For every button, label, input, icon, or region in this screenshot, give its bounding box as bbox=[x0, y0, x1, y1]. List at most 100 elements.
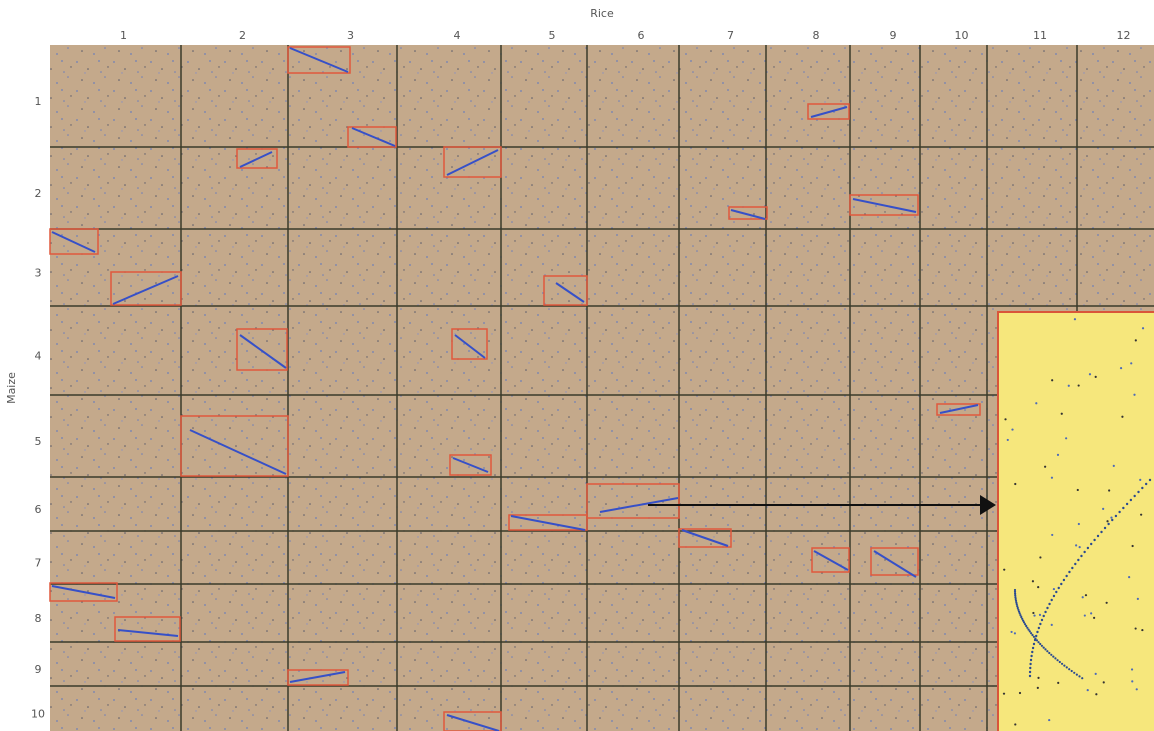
inset-dot bbox=[1068, 668, 1071, 671]
block-box bbox=[236, 148, 278, 169]
column-label: 7 bbox=[727, 29, 734, 42]
inset-dot bbox=[1130, 668, 1134, 671]
row-label: 9 bbox=[35, 663, 42, 676]
inset-dot bbox=[1068, 570, 1071, 574]
inset-dot bbox=[1016, 606, 1019, 610]
inset-dot bbox=[1048, 602, 1051, 606]
inset-dot bbox=[1026, 626, 1029, 629]
block-line bbox=[239, 334, 287, 369]
inset-dot bbox=[1046, 606, 1049, 610]
row-label: 4 bbox=[35, 350, 42, 363]
column-label: 9 bbox=[890, 29, 897, 42]
inset-dot bbox=[1086, 546, 1090, 550]
inset-dot bbox=[1128, 576, 1131, 579]
inset-dot bbox=[1029, 662, 1032, 666]
inset-dot bbox=[1048, 651, 1051, 655]
inset-dot bbox=[1016, 605, 1019, 608]
inset-dot bbox=[1134, 339, 1137, 342]
inset-dot bbox=[1025, 624, 1028, 628]
inset-dot bbox=[1125, 502, 1129, 506]
inset-dot bbox=[1014, 723, 1017, 726]
inset-dot bbox=[1011, 428, 1014, 431]
inset-dot bbox=[1073, 671, 1076, 674]
inset-dot bbox=[1133, 494, 1136, 498]
inset-dot bbox=[1050, 598, 1053, 602]
row-label: 2 bbox=[35, 187, 42, 200]
block-line bbox=[51, 231, 96, 253]
inset-dot bbox=[1014, 482, 1017, 486]
block-line bbox=[289, 671, 346, 683]
inset-dot bbox=[1036, 630, 1039, 634]
inset-dot bbox=[1131, 680, 1134, 683]
inset-dot bbox=[1083, 614, 1086, 617]
inset-dot bbox=[1037, 676, 1040, 679]
inset-dot bbox=[1078, 546, 1081, 549]
inset-dot bbox=[1057, 586, 1060, 590]
column-label: 10 bbox=[955, 29, 969, 42]
inset-dot bbox=[1039, 642, 1042, 646]
inset-dot bbox=[1014, 594, 1017, 597]
inset-dot bbox=[1108, 489, 1111, 492]
inset-dot bbox=[1102, 681, 1105, 684]
column-label: 8 bbox=[813, 29, 820, 42]
block-box bbox=[443, 146, 502, 178]
inset-dot bbox=[1032, 611, 1035, 615]
inset-dot bbox=[1014, 596, 1017, 599]
inset-dot bbox=[1056, 659, 1059, 662]
inset-dot bbox=[1088, 373, 1092, 376]
inset-dot bbox=[1060, 662, 1064, 665]
inset-dot bbox=[1141, 327, 1145, 330]
row-label: 5 bbox=[35, 435, 42, 448]
inset-dot bbox=[1130, 362, 1133, 365]
inset-dot bbox=[1062, 578, 1066, 582]
inset-dot bbox=[1077, 558, 1080, 562]
inset-dot bbox=[1036, 686, 1039, 689]
inset-dot bbox=[1084, 594, 1088, 597]
inset-dot bbox=[1021, 619, 1025, 622]
inset-dot bbox=[1137, 490, 1140, 494]
block-line bbox=[939, 404, 979, 414]
inset-dot bbox=[1054, 657, 1057, 660]
inset-dot bbox=[1075, 673, 1078, 676]
inset-dot bbox=[1112, 464, 1115, 467]
inset-dot bbox=[1121, 415, 1124, 418]
block-line bbox=[873, 550, 917, 578]
inset-dot bbox=[1119, 367, 1123, 370]
block-box bbox=[49, 228, 99, 255]
column-label: 5 bbox=[549, 29, 556, 42]
inset-dot bbox=[1114, 514, 1118, 518]
inset-dot bbox=[1029, 666, 1032, 670]
inset-dot bbox=[1014, 599, 1018, 602]
inset-dot bbox=[1032, 635, 1036, 638]
inset-dot bbox=[1140, 513, 1143, 516]
inset-dot bbox=[1010, 630, 1013, 634]
inset-dot bbox=[1139, 478, 1142, 481]
inset-dot bbox=[1027, 628, 1030, 631]
block-line bbox=[810, 106, 848, 118]
inset-dot bbox=[1060, 412, 1063, 415]
inset-dot bbox=[1090, 542, 1093, 546]
inset-dot bbox=[1074, 562, 1077, 566]
column-label: 4 bbox=[454, 29, 461, 42]
inset-dot bbox=[1131, 544, 1134, 548]
inset-dot bbox=[1032, 642, 1036, 646]
inset-dot bbox=[1031, 580, 1035, 583]
block-line bbox=[852, 198, 917, 213]
inset-dot bbox=[1136, 597, 1139, 601]
inset-dot bbox=[1065, 574, 1068, 578]
inset-dot bbox=[1048, 718, 1051, 722]
inset-dot bbox=[1030, 654, 1033, 658]
block-line bbox=[446, 149, 499, 176]
plot-area bbox=[50, 45, 1154, 731]
inset-dot bbox=[1037, 626, 1041, 630]
block-line bbox=[289, 47, 349, 73]
block-box bbox=[936, 403, 981, 416]
inset-dot bbox=[1078, 675, 1081, 678]
x-axis-label: Rice bbox=[590, 7, 614, 20]
inset-dot bbox=[1141, 628, 1144, 632]
column-label: 1 bbox=[120, 29, 127, 42]
inset-dot bbox=[1118, 510, 1121, 514]
inset-dot bbox=[1057, 681, 1060, 684]
inset-dot bbox=[1050, 476, 1054, 479]
